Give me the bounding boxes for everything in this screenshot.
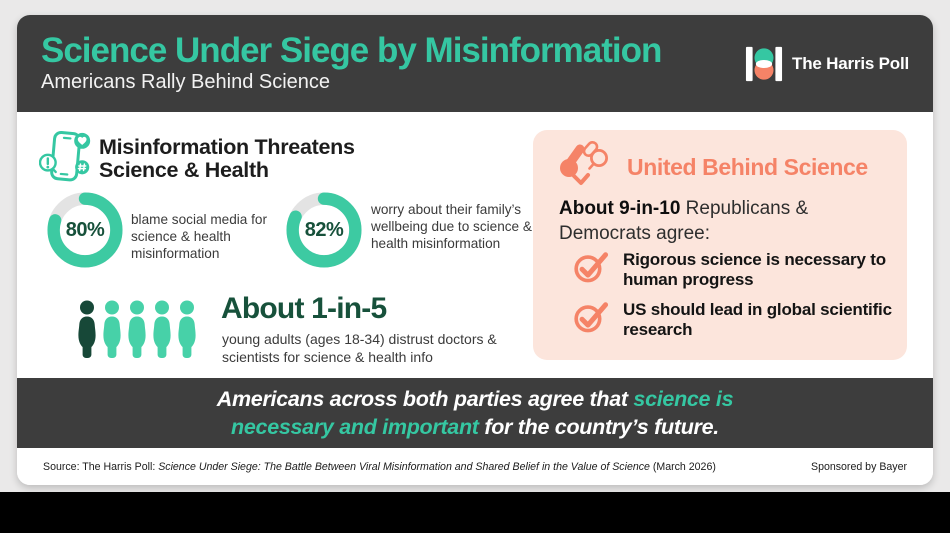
quote-line2-white: for the country’s future. (478, 415, 719, 439)
people-pictograph (75, 300, 199, 358)
phone-misinformation-icon (39, 131, 91, 182)
header: Science Under Siege by Misinformation Am… (17, 15, 933, 112)
person-icon (178, 300, 196, 358)
agree-item: Rigorous science is necessary to human p… (573, 248, 903, 290)
checkmark-circle-icon (574, 252, 609, 283)
agree-item-text: US should lead in global scientific rese… (623, 300, 892, 340)
ratio-headline: About 1-in-5 (221, 292, 387, 325)
quote-line-1: Americans across both parties agree that… (216, 385, 734, 413)
donut-chart-82: 82% (286, 192, 362, 268)
checkmark-circle-icon (574, 302, 609, 333)
harris-poll-logo-icon (745, 46, 783, 81)
quote-line-2: necessary and important for the country’… (231, 413, 719, 441)
donut-82-value: 82% (304, 218, 344, 241)
panel-title: United Behind Science (627, 154, 868, 180)
crossed-microscopes-icon (560, 140, 609, 185)
donut-chart-82-svg (286, 192, 362, 268)
united-behind-science-panel: United Behind Science About 9-in-10 Repu… (533, 130, 907, 360)
harris-poll-logo-text: The Harris Poll (792, 53, 909, 73)
bottom-black-strip (0, 492, 950, 533)
donut-chart-80: 80% (47, 192, 123, 268)
donut-80-value: 80% (65, 218, 105, 241)
footer: Source: The Harris Poll: Science Under S… (17, 448, 933, 485)
agree-item: US should lead in global scientific rese… (573, 298, 903, 340)
panel-lead-rest: Republicans & Democrats agree: (559, 198, 809, 245)
source-prefix: Source: The Harris Poll: (43, 460, 159, 473)
person-icon (153, 300, 171, 358)
donut-chart-80-svg (47, 192, 123, 268)
agree-item-text: Rigorous science is necessary to human p… (623, 250, 886, 290)
harris-poll-logo: The Harris Poll (745, 44, 909, 84)
sponsor-credit: Sponsored by Bayer (811, 460, 907, 473)
stat-caption-80: blame social media for science & health … (131, 212, 267, 261)
left-section-heading: Misinformation Threatens Science & Healt… (99, 135, 355, 183)
source-title: Science Under Siege: The Battle Between … (158, 460, 650, 473)
person-icon (103, 300, 121, 358)
quote-banner: Americans across both parties agree that… (17, 378, 933, 448)
ratio-description: young adults (ages 18-34) distrust docto… (222, 331, 497, 365)
page-title: Science Under Siege by Misinformation (41, 30, 662, 70)
panel-lead-bold: About 9-in-10 (559, 198, 681, 219)
source-suffix: (March 2026) (649, 460, 716, 473)
quote-line1-highlight: science is (627, 386, 734, 411)
person-icon (78, 300, 96, 358)
quote-line1-white: Americans across both parties agree that (216, 386, 628, 411)
main-content: Misinformation Threatens Science & Healt… (17, 112, 933, 378)
panel-lead: About 9-in-10 Republicans & Democrats ag… (559, 196, 839, 246)
quote-line2-highlight: necessary and important (231, 415, 479, 439)
person-icon (128, 300, 146, 358)
header-titles: Science Under Siege by Misinformation Am… (41, 30, 662, 95)
source-citation: Source: The Harris Poll: Science Under S… (43, 461, 716, 473)
page-subtitle: Americans Rally Behind Science (41, 71, 331, 94)
stat-caption-82: worry about their family’s wellbeing due… (371, 202, 532, 251)
infographic-card: Science Under Siege by Misinformation Am… (17, 15, 933, 485)
